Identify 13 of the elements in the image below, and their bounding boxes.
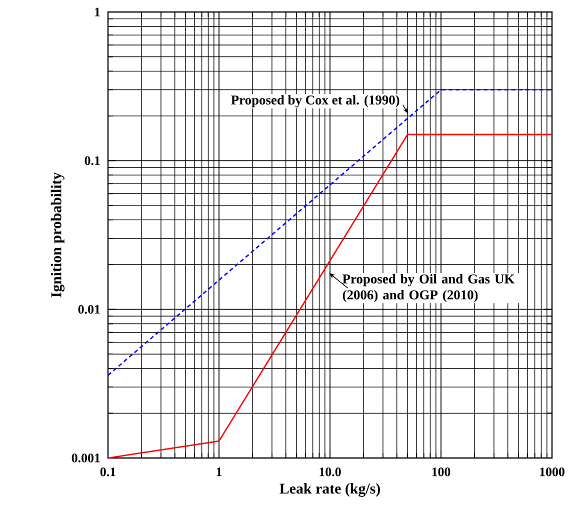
x-axis-title: Leak rate (kg/s) (280, 483, 380, 497)
y-tick-label: 1 (95, 8, 100, 16)
x-tick-label: 1 (216, 468, 222, 476)
x-tick-label: 0.1 (100, 468, 116, 476)
y-tick-label: 0.01 (78, 304, 100, 314)
y-tick-label: 0.1 (84, 156, 100, 166)
series-label: Proposed by Oil and Gas UK (2006) and OGP (2010) (342, 274, 515, 302)
y-tick-label: 0.001 (72, 454, 100, 462)
x-tick-label: 100 (432, 468, 450, 476)
x-tick-label: 1000 (540, 468, 564, 476)
series-label: Proposed by Cox et al. (1990) (231, 95, 400, 108)
y-axis-title: Ignition probability (50, 172, 64, 298)
x-tick-label: 10.0 (320, 468, 341, 476)
